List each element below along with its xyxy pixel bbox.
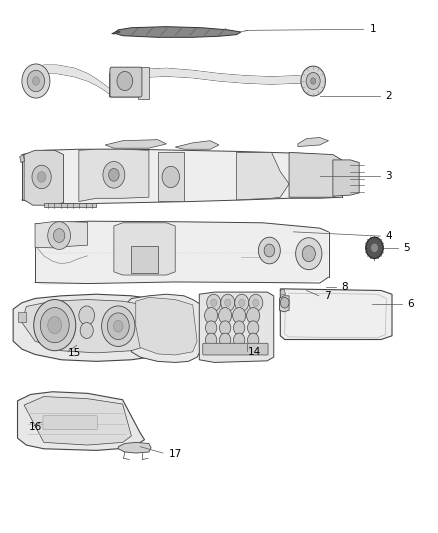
Polygon shape [175, 141, 219, 149]
Circle shape [53, 229, 65, 243]
Text: 5: 5 [403, 243, 410, 253]
Polygon shape [20, 155, 25, 163]
Circle shape [34, 300, 76, 351]
Circle shape [233, 308, 246, 324]
Polygon shape [24, 150, 64, 205]
Polygon shape [131, 246, 158, 273]
Polygon shape [298, 138, 328, 147]
Polygon shape [22, 149, 342, 204]
Circle shape [264, 244, 275, 257]
Polygon shape [112, 31, 120, 34]
Circle shape [302, 246, 315, 262]
Text: 17: 17 [169, 449, 182, 459]
Circle shape [247, 308, 260, 324]
Polygon shape [333, 160, 359, 196]
Polygon shape [79, 149, 149, 201]
Circle shape [225, 299, 231, 306]
Circle shape [311, 78, 316, 84]
Circle shape [239, 299, 245, 306]
Circle shape [258, 237, 280, 264]
Polygon shape [237, 152, 289, 200]
Polygon shape [199, 292, 274, 362]
Polygon shape [114, 223, 175, 275]
Circle shape [113, 320, 123, 332]
Circle shape [235, 294, 249, 311]
Circle shape [32, 77, 39, 85]
Circle shape [117, 71, 133, 91]
Circle shape [48, 222, 71, 249]
Polygon shape [136, 297, 197, 355]
Polygon shape [35, 222, 88, 248]
Circle shape [306, 72, 320, 90]
Circle shape [79, 306, 95, 325]
Polygon shape [138, 67, 149, 99]
Polygon shape [44, 203, 96, 207]
Circle shape [219, 333, 231, 347]
Polygon shape [289, 152, 342, 197]
Circle shape [233, 321, 245, 335]
Polygon shape [24, 397, 131, 445]
Circle shape [249, 294, 263, 311]
Circle shape [48, 317, 62, 334]
Circle shape [247, 333, 259, 347]
Polygon shape [18, 312, 26, 322]
Circle shape [221, 294, 235, 311]
Circle shape [233, 333, 245, 347]
Polygon shape [280, 289, 392, 340]
Text: 4: 4 [385, 231, 392, 241]
Polygon shape [35, 221, 329, 285]
Circle shape [247, 321, 259, 335]
Text: 15: 15 [68, 348, 81, 358]
Circle shape [207, 294, 221, 311]
Polygon shape [279, 296, 289, 312]
Polygon shape [22, 300, 158, 353]
Circle shape [219, 308, 232, 324]
Polygon shape [13, 294, 166, 361]
Circle shape [301, 66, 325, 96]
Polygon shape [110, 68, 145, 97]
Text: 1: 1 [370, 25, 377, 34]
Text: 8: 8 [342, 282, 348, 292]
Polygon shape [18, 392, 145, 450]
Polygon shape [118, 442, 151, 453]
Circle shape [103, 161, 125, 188]
Polygon shape [158, 152, 184, 201]
Circle shape [253, 299, 259, 306]
Circle shape [37, 172, 46, 182]
Text: 6: 6 [407, 299, 414, 309]
Text: 7: 7 [324, 291, 331, 301]
Text: 3: 3 [385, 171, 392, 181]
FancyBboxPatch shape [43, 416, 97, 430]
Text: 16: 16 [28, 423, 42, 432]
Text: 14: 14 [247, 347, 261, 357]
Polygon shape [105, 140, 166, 148]
Circle shape [205, 321, 217, 335]
Circle shape [211, 299, 217, 306]
Circle shape [280, 297, 289, 308]
Polygon shape [127, 294, 201, 362]
Circle shape [371, 243, 378, 253]
Circle shape [162, 166, 180, 188]
Circle shape [22, 64, 50, 98]
Circle shape [102, 306, 135, 346]
FancyBboxPatch shape [203, 343, 268, 355]
Circle shape [219, 321, 231, 335]
Circle shape [366, 237, 383, 259]
Circle shape [109, 168, 119, 181]
Circle shape [32, 165, 51, 189]
Circle shape [205, 333, 217, 347]
Circle shape [80, 322, 93, 338]
Polygon shape [36, 65, 112, 96]
Circle shape [205, 308, 218, 324]
Circle shape [27, 70, 45, 92]
Text: 2: 2 [385, 91, 392, 101]
Circle shape [40, 308, 69, 343]
Polygon shape [114, 27, 241, 37]
Circle shape [107, 313, 129, 340]
Circle shape [296, 238, 322, 270]
Polygon shape [145, 68, 307, 84]
Polygon shape [280, 289, 286, 295]
FancyBboxPatch shape [110, 67, 142, 97]
